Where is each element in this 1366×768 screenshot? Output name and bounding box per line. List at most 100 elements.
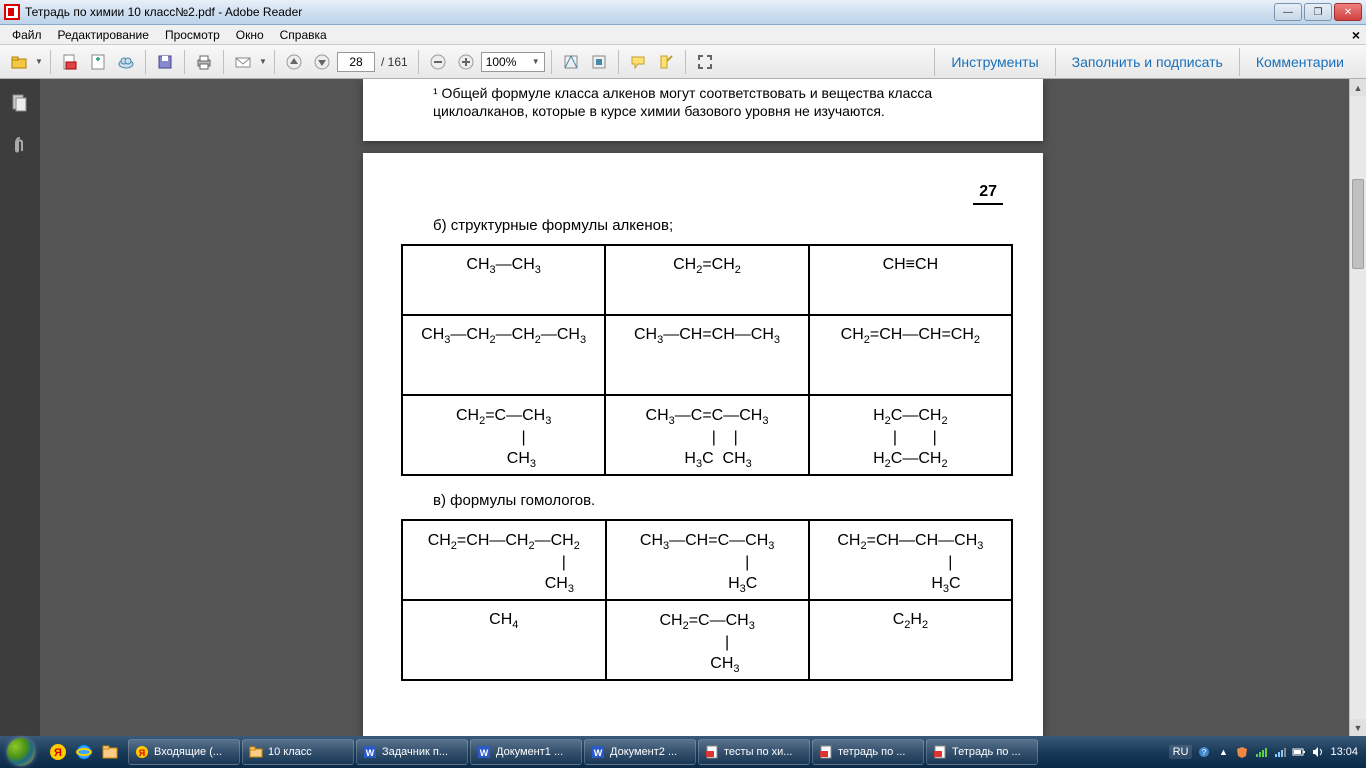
tab-fill-sign[interactable]: Заполнить и подписать: [1055, 48, 1239, 76]
tab-comments[interactable]: Комментарии: [1239, 48, 1360, 76]
print-button[interactable]: [191, 49, 217, 75]
save-button[interactable]: [152, 49, 178, 75]
task-item[interactable]: тетрадь по ...: [812, 739, 924, 765]
task-icon: W: [476, 744, 492, 760]
task-item[interactable]: WДокумент2 ...: [584, 739, 696, 765]
task-label: Задачник п...: [382, 746, 448, 758]
tool-a-button[interactable]: [558, 49, 584, 75]
svg-text:Я: Я: [139, 748, 145, 758]
scroll-down-icon[interactable]: ▼: [1350, 719, 1366, 736]
section-v-heading: в) формулы гомологов.: [433, 492, 1013, 509]
network-icon[interactable]: [1254, 745, 1268, 759]
export-pdf-button[interactable]: [57, 49, 83, 75]
wifi-icon[interactable]: [1273, 745, 1287, 759]
menu-bar: Файл Редактирование Просмотр Окно Справк…: [0, 25, 1366, 45]
task-icon: [932, 744, 948, 760]
menu-view[interactable]: Просмотр: [157, 26, 228, 44]
volume-icon[interactable]: [1311, 745, 1325, 759]
cell-v-2-1: CH4: [402, 600, 606, 680]
zoom-out-button[interactable]: [425, 49, 451, 75]
cell-b-2-3: CH2=CH—CH=CH2: [809, 315, 1012, 395]
cloud-button[interactable]: [113, 49, 139, 75]
separator: [223, 50, 224, 74]
cell-b-3-2: CH3—C=C—CH3 | | H3C CH3: [605, 395, 808, 475]
scroll-up-icon[interactable]: ▲: [1350, 79, 1366, 96]
taskbar: Я ЯВходящие (...10 классWЗадачник п...WД…: [0, 736, 1366, 768]
task-item[interactable]: тесты по хи...: [698, 739, 810, 765]
cell-v-2-2: CH2=C—CH3 | CH3: [606, 600, 809, 680]
clock[interactable]: 13:04: [1330, 746, 1358, 758]
svg-text:?: ?: [1202, 748, 1207, 757]
email-dropdown[interactable]: ▼: [258, 57, 268, 66]
task-item[interactable]: 10 класс: [242, 739, 354, 765]
nav-sidepanel: [0, 79, 40, 736]
separator: [418, 50, 419, 74]
language-indicator[interactable]: RU: [1169, 745, 1193, 759]
task-label: Документ1 ...: [496, 746, 563, 758]
menu-file[interactable]: Файл: [4, 26, 50, 44]
separator: [551, 50, 552, 74]
pinned-yandex-icon[interactable]: Я: [46, 740, 70, 764]
task-label: тетрадь по ...: [838, 746, 905, 758]
task-icon: [704, 744, 720, 760]
battery-icon[interactable]: [1292, 745, 1306, 759]
footnote-text: ¹ Общей формуле класса алкенов могут соо…: [433, 85, 932, 119]
pinned-ie-icon[interactable]: [72, 740, 96, 764]
highlight-button[interactable]: [653, 49, 679, 75]
separator: [50, 50, 51, 74]
task-icon: [818, 744, 834, 760]
thumbnails-icon[interactable]: [6, 89, 34, 117]
fullscreen-button[interactable]: [692, 49, 718, 75]
maximize-button[interactable]: ❐: [1304, 3, 1332, 21]
zoom-in-button[interactable]: [453, 49, 479, 75]
task-item[interactable]: Я Входящие (...: [128, 739, 240, 765]
menu-help[interactable]: Справка: [272, 26, 335, 44]
task-icon: Я: [134, 744, 150, 760]
menu-window[interactable]: Окно: [228, 26, 272, 44]
svg-text:W: W: [480, 748, 489, 758]
svg-text:Я: Я: [54, 747, 62, 759]
comment-button[interactable]: [625, 49, 651, 75]
task-item[interactable]: Тетрадь по ...: [926, 739, 1038, 765]
task-items: ЯВходящие (...10 классWЗадачник п...WДок…: [126, 739, 1161, 765]
cell-b-3-3: H2C—CH2 | |H2C—CH2: [809, 395, 1012, 475]
minimize-button[interactable]: —: [1274, 3, 1302, 21]
page-fragment-top: ¹ Общей формуле класса алкенов могут соо…: [363, 79, 1043, 141]
create-pdf-button[interactable]: [85, 49, 111, 75]
app-icon: [4, 4, 20, 20]
page-fragment-main: 27 б) структурные формулы алкенов; CH3—C…: [363, 153, 1043, 736]
tray-chevron-icon[interactable]: ▲: [1216, 745, 1230, 759]
task-item[interactable]: WЗадачник п...: [356, 739, 468, 765]
shield-icon[interactable]: [1235, 745, 1249, 759]
zoom-select[interactable]: 100%▼: [481, 52, 545, 72]
document-viewport: ¹ Общей формуле класса алкенов могут соо…: [40, 79, 1366, 736]
cell-b-3-1: CH2=C—CH3 | CH3: [402, 395, 605, 475]
page-number-input[interactable]: [337, 52, 375, 72]
task-label: Входящие (...: [154, 746, 222, 758]
menu-close-doc[interactable]: ×: [1352, 27, 1360, 43]
start-button[interactable]: [0, 736, 42, 768]
section-b-heading: б) структурные формулы алкенов;: [433, 217, 1013, 234]
scroll-thumb[interactable]: [1352, 179, 1364, 269]
close-button[interactable]: ✕: [1334, 3, 1362, 21]
menu-edit[interactable]: Редактирование: [50, 26, 157, 44]
attachments-icon[interactable]: [6, 131, 34, 159]
page-down-button[interactable]: [309, 49, 335, 75]
task-item[interactable]: W Документ1 ...: [470, 739, 582, 765]
task-label: Тетрадь по ...: [952, 746, 1021, 758]
window-controls: — ❐ ✕: [1274, 3, 1362, 21]
right-panel-tabs: Инструменты Заполнить и подписать Коммен…: [934, 48, 1360, 76]
email-button[interactable]: [230, 49, 256, 75]
cell-b-1-1: CH3—CH3: [402, 245, 605, 315]
svg-text:W: W: [594, 748, 603, 758]
pinned-explorer-icon[interactable]: [98, 740, 122, 764]
open-button[interactable]: [6, 49, 32, 75]
zoom-value: 100%: [486, 55, 517, 69]
page-up-button[interactable]: [281, 49, 307, 75]
page-number: 27: [973, 183, 1003, 205]
tab-tools[interactable]: Инструменты: [934, 48, 1054, 76]
vertical-scrollbar[interactable]: ▲ ▼: [1349, 79, 1366, 736]
tool-b-button[interactable]: [586, 49, 612, 75]
open-dropdown[interactable]: ▼: [34, 57, 44, 66]
help-icon[interactable]: ?: [1197, 745, 1211, 759]
